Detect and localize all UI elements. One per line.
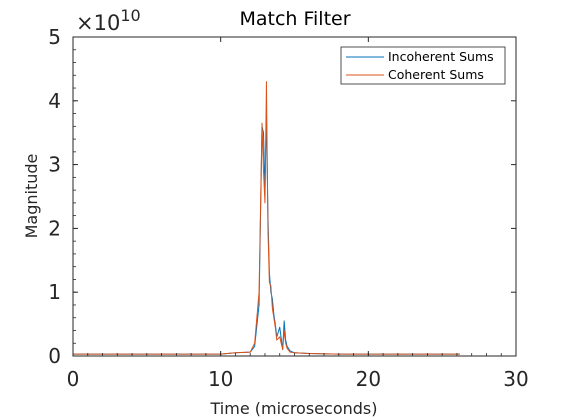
y-exponent-power: 10 [120,6,140,25]
svg-text:×1010: ×1010 [76,6,141,35]
chart-title: Match Filter [239,8,350,30]
x-tick-label: 30 [503,367,528,391]
axes-box [72,36,517,357]
y-tick-label: 0 [48,344,61,368]
y-exponent-label: ×1010 [76,6,141,35]
y-axis-title: Magnitude [22,154,41,239]
y-exponent-base: ×10 [76,11,120,35]
axis-ticks: 0 10 20 30 0 1 2 3 4 5 [48,25,528,391]
legend-label-coherent: Coherent Sums [388,67,484,82]
x-axis-title: Time (microseconds) [210,399,378,418]
legend: Incoherent Sums Coherent Sums [340,46,506,85]
y-tick-label: 4 [48,89,61,113]
y-tick-label: 5 [48,25,61,49]
series-line-incoherent-sums [73,113,460,355]
plot-area [73,81,460,355]
legend-label-incoherent: Incoherent Sums [388,49,494,64]
y-tick-label: 2 [48,216,61,240]
series-line-coherent-sums [73,81,460,355]
y-tick-label: 3 [48,153,61,177]
x-tick-label: 20 [356,367,381,391]
x-tick-label: 10 [208,367,233,391]
x-tick-label: 0 [67,367,80,391]
legend-box [340,46,506,85]
y-tick-label: 1 [48,280,61,304]
